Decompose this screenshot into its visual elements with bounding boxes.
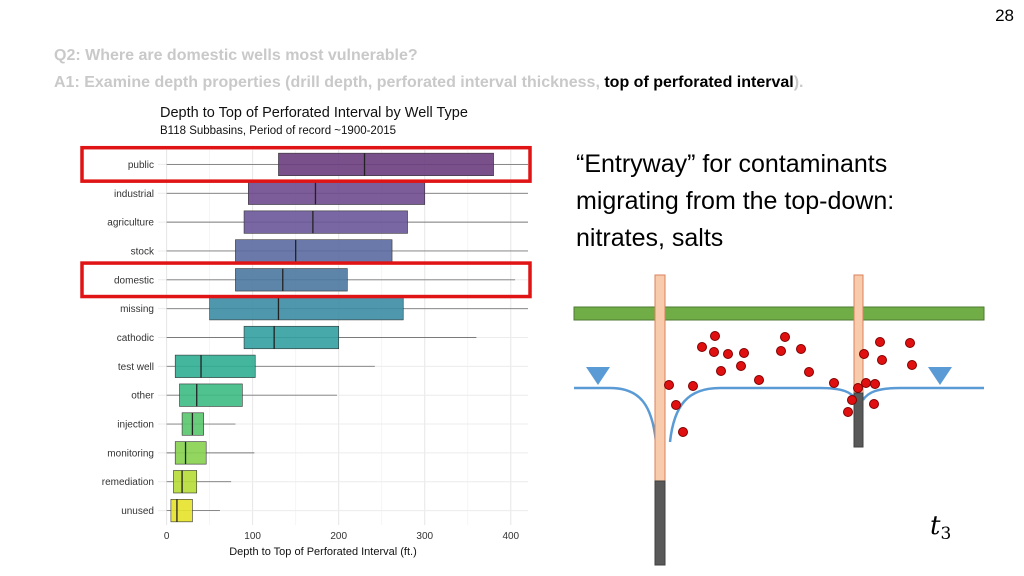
chart-title: Depth to Top of Perforated Interval by W… (160, 105, 468, 121)
contaminant-dot (709, 347, 719, 357)
well-casing-right (853, 274, 864, 394)
contaminant-dot (907, 360, 917, 370)
x-tick-label: 300 (416, 531, 433, 542)
category-label: injection (117, 420, 154, 431)
chart-subtitle: B118 Subbasins, Period of record ~1900-2… (160, 125, 397, 137)
contaminant-dot (688, 381, 698, 391)
category-label: industrial (114, 189, 154, 200)
contaminant-dot (754, 375, 764, 385)
water-table-left (574, 386, 658, 443)
box-missing (209, 297, 404, 321)
slide-number: 28 (995, 6, 1014, 25)
callout-line-2: migrating from the top-down: (576, 187, 895, 215)
chart-container: Depth to Top of Perforated Interval by W… (78, 105, 538, 570)
contaminant-dot (870, 379, 880, 389)
contaminant-dot (664, 380, 674, 390)
contaminant-dot (843, 407, 853, 417)
x-tick-label: 100 (244, 531, 261, 542)
category-label: test well (118, 362, 154, 373)
water-table-right (861, 386, 984, 401)
ground-surface (573, 306, 985, 321)
contaminant-dot (905, 338, 915, 348)
box-public (278, 152, 494, 176)
box-stock (235, 239, 393, 263)
box-cathodic (243, 325, 339, 350)
highlight-box-domestic (80, 261, 532, 299)
box-industrial (248, 181, 426, 205)
contaminant-dot (804, 367, 814, 377)
callout-line-1: “Entryway” for contaminants (576, 150, 888, 178)
category-label: monitoring (107, 448, 154, 459)
contaminant-dot (780, 332, 790, 342)
box-unused (170, 499, 193, 523)
contaminant-dot (736, 361, 746, 371)
callout-text: “Entryway” for contaminants migrating fr… (576, 146, 996, 257)
box-agriculture (243, 210, 408, 234)
category-label: domestic (114, 275, 154, 286)
water-table-middle (668, 386, 858, 443)
contaminant-dot (723, 349, 733, 359)
well-screen-left (654, 480, 666, 566)
time-label: t3 (930, 511, 951, 544)
contaminant-dot (710, 331, 720, 341)
category-label: cathodic (117, 333, 154, 344)
water-level-marker-left (586, 367, 610, 385)
well-screen-right (853, 392, 864, 448)
contaminant-particles (664, 331, 917, 437)
box-other (179, 383, 243, 407)
contaminant-dot (859, 349, 869, 359)
question-line: Q2: Where are domestic wells most vulner… (54, 47, 418, 64)
contaminant-dot (796, 344, 806, 354)
category-label: unused (121, 506, 154, 517)
contaminant-dot (716, 366, 726, 376)
category-label: missing (120, 304, 154, 315)
category-label: public (128, 160, 154, 171)
contaminant-dot (869, 399, 879, 409)
category-label: other (131, 391, 154, 402)
water-level-marker-right (928, 367, 952, 385)
contaminant-dot (739, 348, 749, 358)
contaminant-dot (853, 383, 863, 393)
box-remediation (173, 470, 198, 494)
contaminant-dot (697, 342, 707, 352)
category-label: agriculture (107, 218, 154, 229)
callout-line-3: nitrates, salts (576, 224, 724, 252)
box-monitoring (174, 441, 207, 465)
box-test-well (174, 354, 256, 378)
contaminant-dot (877, 355, 887, 365)
x-tick-label: 400 (502, 531, 519, 542)
contaminant-dot (875, 337, 885, 347)
contaminant-dot (776, 346, 786, 356)
time-label-subscript: 3 (940, 524, 951, 544)
answer-line: A1: Examine depth properties (drill dept… (54, 74, 803, 92)
answer-prefix: A1: Examine depth properties (drill dept… (54, 74, 605, 91)
answer-highlight: top of perforated interval (604, 74, 794, 91)
category-label: remediation (102, 477, 154, 488)
highlight-box-public (80, 145, 532, 183)
contaminant-dot (671, 400, 681, 410)
boxplot-chart: 0 100 200 300 400 public industrial agriculture… (80, 145, 532, 558)
contaminant-dot (861, 378, 871, 388)
x-tick-label: 0 (164, 531, 170, 542)
well-diagram: t3 (573, 274, 985, 566)
contaminant-dot (678, 427, 688, 437)
contaminant-dot (829, 378, 839, 388)
box-domestic (235, 268, 348, 292)
well-casing-left (654, 274, 666, 482)
x-tick-label: 200 (330, 531, 347, 542)
answer-suffix: ). (793, 74, 804, 91)
category-label: stock (131, 246, 155, 257)
contaminant-dot (847, 395, 857, 405)
x-axis-title: Depth to Top of Perforated Interval (ft.… (229, 546, 417, 558)
